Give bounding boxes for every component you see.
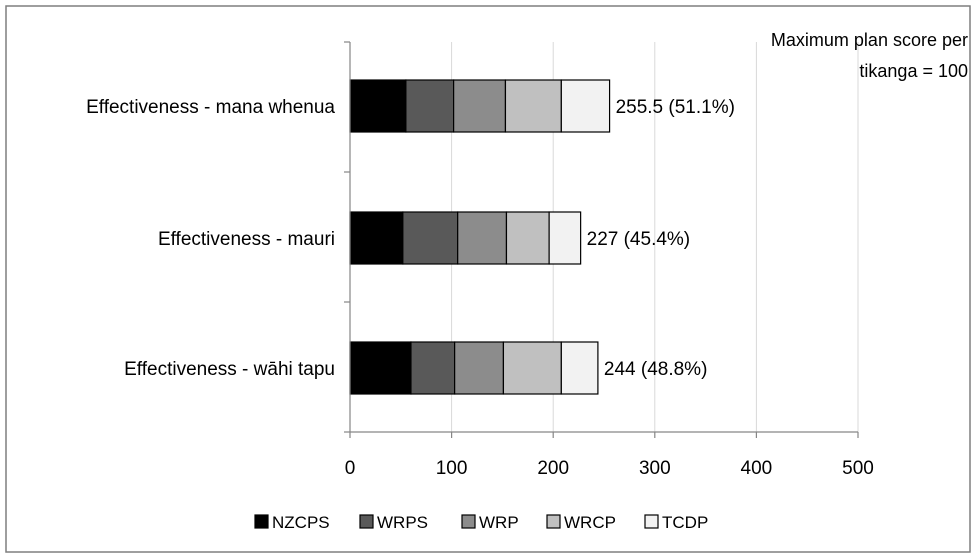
bar-wrps-2 (402, 211, 459, 265)
x-tick-label-0: 0 (345, 458, 356, 479)
bar-wrp-3 (454, 341, 505, 395)
bar-wrps-3 (410, 341, 456, 395)
bar-nzcps-2 (349, 211, 404, 265)
bar-wrcp-3 (502, 341, 562, 395)
data-label-3: 244 (48.8%) (604, 359, 708, 380)
bar-wrcp-1 (504, 79, 562, 133)
legend: NZCPS WRPS WRP WRCP TCDP (254, 513, 708, 532)
bar-tcdp-3 (560, 341, 599, 395)
x-tick-label-300: 300 (639, 458, 671, 479)
data-label-1: 255.5 (51.1%) (616, 97, 735, 118)
bar-tcdp-2 (548, 211, 582, 265)
bar-nzcps-1 (349, 79, 407, 133)
data-label-2: 227 (45.4%) (587, 229, 691, 250)
category-label-3: Effectiveness - wāhi tapu (124, 359, 335, 380)
legend-label-wrcp: WRCP (564, 513, 616, 532)
x-tick-label-100: 100 (436, 458, 468, 479)
bar-nzcps-3 (349, 341, 412, 395)
annotation-line-2: tikanga = 100 (859, 61, 968, 81)
legend-label-tcdp: TCDP (662, 513, 708, 532)
legend-swatch-wrps (359, 514, 374, 529)
legend-swatch-wrp (461, 514, 476, 529)
x-tick-label-500: 500 (842, 458, 874, 479)
labels: 0 100 200 300 400 500 Effectiveness - mana whe… (86, 97, 874, 479)
legend-swatch-tcdp (644, 514, 659, 529)
bar-wrp-1 (453, 79, 507, 133)
legend-label-nzcps: NZCPS (272, 513, 330, 532)
legend-label-wrps: WRPS (377, 513, 428, 532)
bar-wrps-1 (405, 79, 455, 133)
legend-swatch-wrcp (546, 514, 561, 529)
legend-swatch-nzcps (254, 514, 269, 529)
annotation-line-1: Maximum plan score per (771, 30, 968, 50)
axes (344, 41, 859, 438)
category-label-1: Effectiveness - mana whenua (86, 97, 335, 118)
bar-wrp-2 (457, 211, 508, 265)
category-label-2: Effectiveness - mauri (158, 229, 335, 250)
legend-label-wrp: WRP (479, 513, 519, 532)
bar-wrcp-2 (505, 211, 550, 265)
bar-tcdp-1 (560, 79, 611, 133)
bars (349, 79, 611, 395)
x-tick-label-400: 400 (741, 458, 773, 479)
x-tick-label-200: 200 (537, 458, 569, 479)
